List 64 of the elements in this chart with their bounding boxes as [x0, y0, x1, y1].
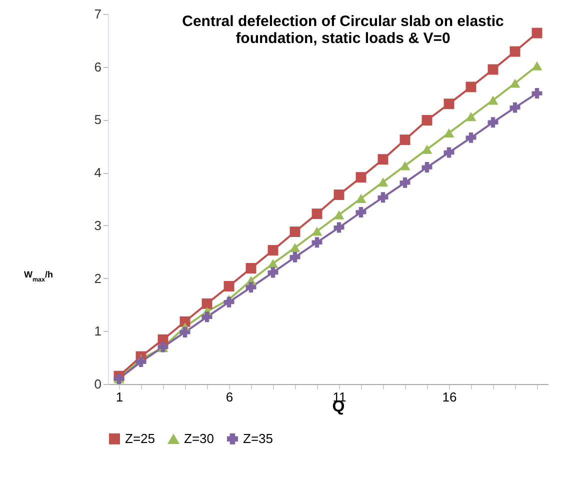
point: [334, 210, 344, 220]
point: [246, 282, 256, 293]
point: [290, 226, 300, 238]
y-tick-label: 1: [94, 324, 102, 339]
point: [268, 245, 278, 256]
point: [290, 243, 300, 252]
y-axis-title: W$_{max}$/h: [24, 270, 54, 283]
point: [532, 88, 542, 99]
x-tick-label: 6: [226, 390, 234, 404]
point: [444, 128, 454, 138]
point: [378, 192, 388, 203]
y-tick-label: 4: [94, 165, 102, 180]
point: [488, 64, 498, 75]
point: [246, 263, 256, 274]
point: [334, 222, 344, 233]
point: [422, 162, 432, 173]
point: [466, 112, 476, 122]
point: [312, 237, 322, 248]
point: [180, 326, 190, 338]
point: [268, 258, 278, 268]
point: [510, 102, 520, 113]
point: [224, 280, 234, 292]
point: [510, 78, 520, 88]
point: [202, 312, 212, 322]
y-tick-label: 2: [94, 270, 102, 286]
y-tick-label: 0: [94, 376, 102, 392]
point: [356, 172, 366, 183]
point: [488, 117, 498, 128]
point: [444, 147, 454, 158]
point: [378, 178, 388, 187]
y-tick-label: 5: [94, 112, 102, 128]
point: [290, 252, 300, 262]
point: [400, 177, 410, 188]
x-tick-label: 1: [116, 390, 124, 404]
point: [532, 61, 542, 70]
point: [356, 194, 366, 204]
y-tick-label: 7: [94, 6, 102, 22]
point: [400, 161, 410, 170]
text: foundation, static loads & V=0: [236, 30, 450, 47]
point: [488, 96, 498, 105]
point: [444, 98, 454, 110]
point: [224, 296, 234, 308]
legend-label: Z=35: [243, 430, 273, 446]
point: [356, 206, 366, 218]
point: [136, 356, 146, 368]
point: [378, 154, 388, 165]
point: [312, 208, 322, 220]
y-tick-label: 6: [94, 59, 102, 74]
point: [422, 115, 432, 126]
point: [400, 134, 410, 146]
point: [532, 28, 542, 38]
y-tick-label: 3: [94, 218, 102, 233]
point: [202, 298, 212, 309]
point: [466, 132, 476, 143]
point: [334, 190, 344, 200]
legend-label: Z=25: [125, 430, 155, 446]
point: [466, 82, 476, 92]
point: [312, 226, 322, 236]
text: Central defelection of Circular slab on elastic: [182, 13, 504, 30]
x-tick-label: 16: [442, 390, 457, 404]
legend-label: Z=30: [184, 431, 214, 446]
point: [268, 267, 278, 278]
point: [422, 144, 432, 154]
point: [510, 46, 520, 57]
